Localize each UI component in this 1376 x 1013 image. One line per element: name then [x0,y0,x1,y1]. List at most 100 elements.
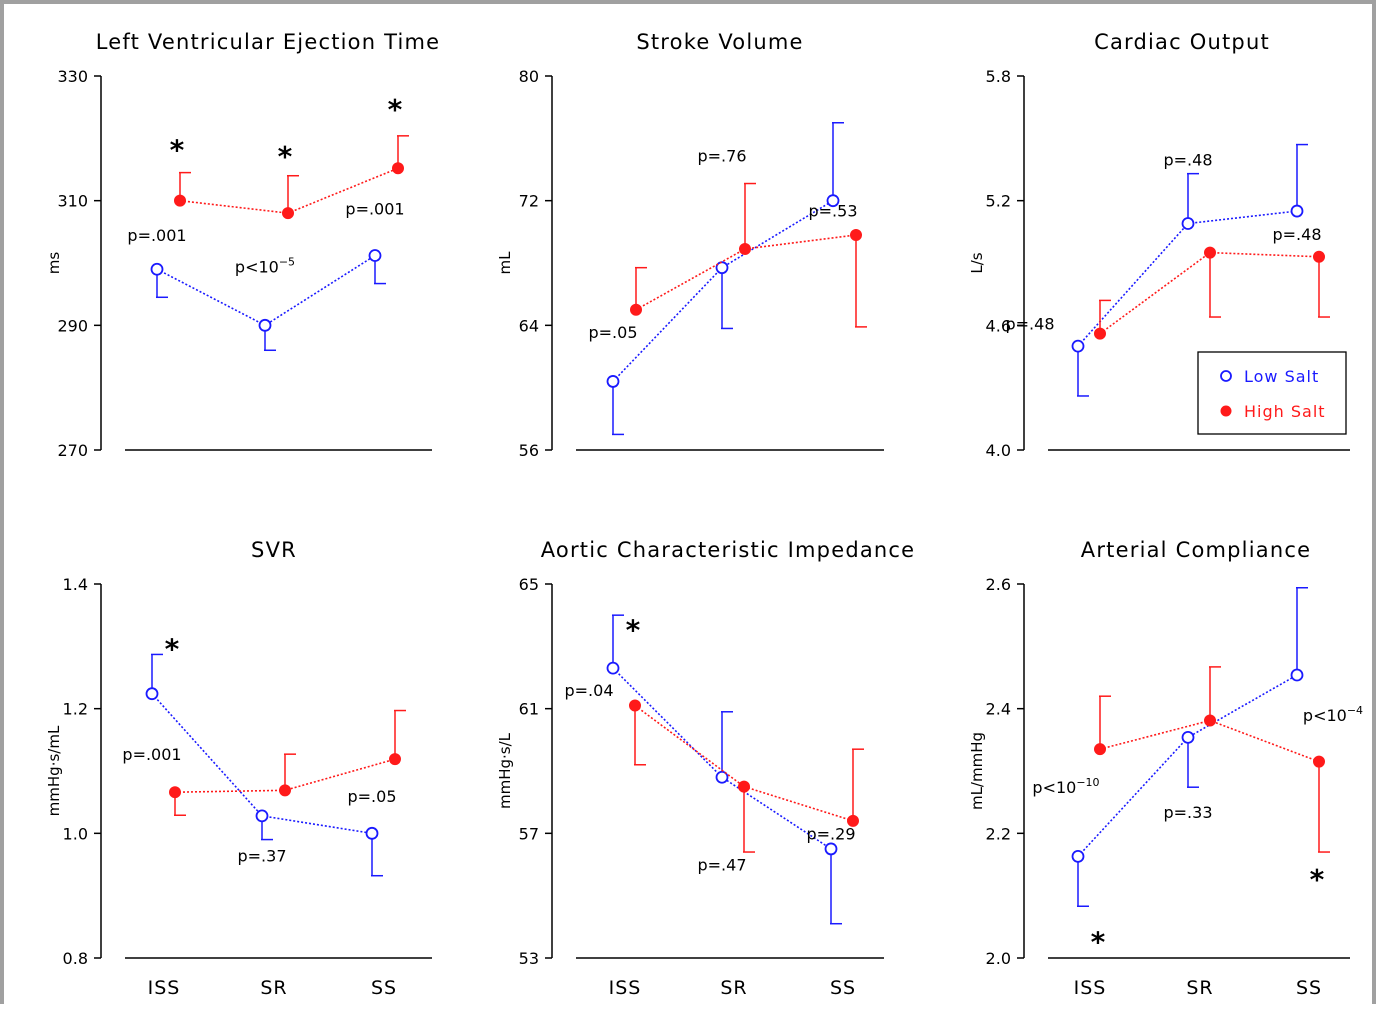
significance-star: * [388,93,403,126]
x-tick-label: SR [260,977,287,999]
series-line [174,758,396,793]
data-point-high [847,814,859,827]
y-tick-label: 330 [57,67,88,86]
legend-label-low: Low Salt [1244,367,1319,386]
y-tick-label: 1.2 [63,700,88,719]
data-point-high [282,207,294,220]
legend: Low Salt High Salt [1197,351,1347,435]
data-point-low [255,809,269,823]
data-point-high [174,194,186,207]
data-point-high [1313,755,1325,768]
y-axis-label: mmHg·s/mL [45,725,63,816]
p-value-label: p<10−5 [235,255,295,276]
y-tick-label: 56 [519,441,539,460]
x-tick-label: SS [830,977,856,999]
series-line [1099,719,1320,763]
p-value-label: p<10−10 [1032,776,1099,797]
y-tick-label: 53 [519,949,539,968]
y-axis-label: L/s [968,252,986,273]
significance-star: * [1091,925,1106,958]
y-tick-label: 1.4 [63,575,88,594]
data-point-high [630,303,642,316]
legend-label-high: High Salt [1244,402,1326,421]
p-value-label: p=.33 [1163,803,1212,822]
data-point-high [389,753,401,766]
p-value-label: p=.37 [237,846,286,865]
data-point-low [1290,204,1304,218]
data-point-high [392,162,404,175]
panel-3: Cardiac Output 4.0 4.6 5.2 5.8 L/s p=.48 p=.48 p… [968,30,1350,460]
data-point-high [169,786,181,799]
p-value-exponent: −5 [279,255,295,268]
data-point-low [150,262,164,276]
legend-marker-high [1220,405,1232,417]
y-tick-label: 64 [519,316,539,335]
y-axis-label: ms [45,252,63,275]
series-line [612,199,834,382]
p-value-label: p<10−4 [1303,704,1363,725]
data-point-low [1071,849,1085,863]
y-axis-label: mmHg·s/L [496,732,514,809]
data-point-low [606,661,620,675]
y-tick-label: 310 [57,192,88,211]
significance-star: * [278,140,293,173]
p-value-label: p=.05 [588,323,637,342]
data-point-low [824,842,838,856]
data-point-high [629,699,641,712]
y-axis-label: mL [496,251,514,275]
p-value-label: p=.47 [697,856,746,875]
data-point-high [1204,246,1216,259]
y-tick-label: 61 [519,700,539,719]
significance-star: * [1310,863,1325,896]
data-point-low [258,318,272,332]
significance-star: * [626,614,641,647]
data-point-high [1094,743,1106,756]
p-value-exponent: −10 [1076,776,1099,789]
data-point-low [606,375,620,388]
x-tick-label: ISS [1074,977,1107,999]
series-line [612,667,832,850]
series-line [1077,674,1298,857]
data-point-low [368,249,382,262]
data-point-low [715,770,729,784]
y-tick-label: 2.4 [986,700,1011,719]
data-point-high [1313,250,1325,263]
x-tick-label: SS [1296,977,1322,999]
legend-box [1197,351,1347,435]
x-tick-label: ISS [148,977,181,999]
y-tick-label: 1.0 [63,824,88,843]
series-line [634,704,854,822]
p-value-label: p=.05 [347,787,396,806]
panel-1: Left Ventricular Ejection Time 270 290 310 3… [45,30,441,460]
y-tick-label: 2.2 [986,824,1011,843]
y-tick-label: 57 [519,824,539,843]
panel-4: SVR 0.8 1.0 1.2 1.4 mmHg·s/mL ISS SR SS p=.001 p=.… [45,538,432,999]
y-tick-label: 65 [519,575,539,594]
legend-marker-low [1220,370,1232,382]
data-point-low [1290,668,1304,682]
x-tick-label: SS [371,977,397,999]
panel-title: SVR [251,538,297,562]
data-point-high [1204,714,1216,727]
p-value-label: p=.29 [806,825,855,844]
x-tick-label: ISS [609,977,642,999]
p-value-label: p=.001 [127,226,186,245]
x-tick-label: SR [720,977,747,999]
y-tick-label: 4.0 [986,441,1011,460]
p-value-label: p=.53 [808,201,857,220]
panel-title: Stroke Volume [636,30,803,54]
y-tick-label: 2.6 [986,575,1011,594]
y-tick-label: 72 [519,192,539,211]
p-value-label: p=.48 [1163,150,1212,169]
y-tick-label: 80 [519,67,539,86]
panel-title: Aortic Characteristic Impedance [541,538,916,562]
data-point-low [365,826,379,840]
y-tick-label: 290 [57,316,88,335]
p-value-label: p=.48 [1272,225,1321,244]
data-point-high [738,780,750,793]
panel-title: Arterial Compliance [1081,538,1311,562]
p-value-label: p=.001 [345,199,404,218]
panel-title: Left Ventricular Ejection Time [96,30,441,54]
y-tick-label: 270 [57,441,88,460]
